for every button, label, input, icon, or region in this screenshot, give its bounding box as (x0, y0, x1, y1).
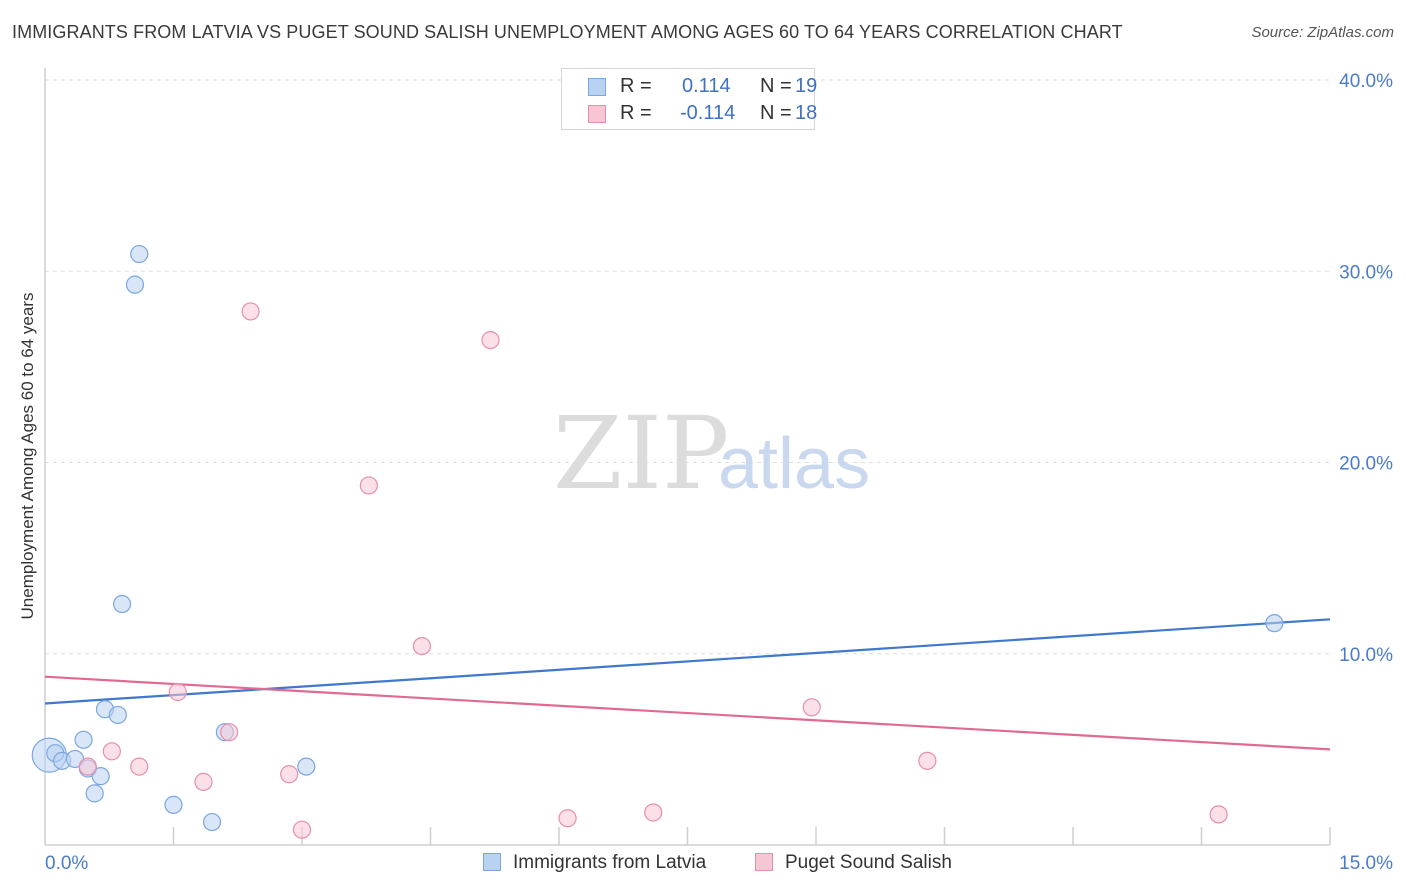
point-latvia (130, 244, 149, 264)
series-legend-salish: Puget Sound Salish (755, 852, 952, 874)
point-latvia (91, 767, 110, 786)
point-latvia (202, 812, 222, 832)
x-axis-ticks (172, 827, 1331, 845)
trend-line-salish (44, 675, 1331, 751)
chart-source: Source: ZipAtlas.com (1251, 24, 1394, 41)
point-salish (292, 820, 312, 839)
point-salish (280, 765, 299, 784)
trend-line-latvia (44, 618, 1331, 705)
data-points (31, 244, 1284, 839)
point-salish (102, 742, 121, 761)
point-latvia (297, 757, 316, 776)
legend-r-label: R = (620, 102, 652, 124)
legend-n-value: 19 (795, 75, 818, 97)
chart-title: IMMIGRANTS FROM LATVIA VS PUGET SOUND SA… (12, 22, 1123, 42)
point-salish (359, 476, 378, 495)
point-latvia (85, 784, 104, 803)
point-salish (918, 751, 937, 770)
point-latvia (74, 730, 93, 749)
legend-r-label: R = (620, 75, 652, 97)
point-salish (241, 302, 260, 321)
point-salish (220, 723, 239, 742)
y-tick-labels: 10.0% 20.0% 30.0% 40.0% (1339, 71, 1393, 666)
point-salish (1209, 805, 1228, 824)
x-tick-label-min: 0.0% (45, 853, 88, 874)
watermark-zip: ZIP (553, 395, 729, 512)
point-latvia (108, 705, 127, 725)
legend-n-value: 18 (795, 102, 818, 124)
point-salish (412, 636, 432, 656)
legend-n-label: N = (760, 102, 792, 124)
y-tick-label: 40.0% (1339, 71, 1393, 92)
gridlines (45, 79, 1330, 655)
y-tick-label: 10.0% (1339, 645, 1393, 666)
legend-swatch-salish (588, 105, 606, 123)
point-salish (130, 757, 149, 776)
point-salish (644, 803, 663, 822)
legend-r-value: -0.114 (680, 102, 736, 124)
point-salish (481, 331, 500, 350)
point-salish (558, 809, 577, 828)
watermark-atlas: atlas (718, 424, 870, 504)
watermark: ZIP atlas (553, 395, 870, 512)
x-tick-label-max: 15.0% (1339, 853, 1393, 874)
point-salish (802, 698, 821, 717)
legend-r-value: 0.114 (682, 75, 731, 97)
legend-swatch-latvia (588, 78, 606, 96)
series-legend-latvia: Immigrants from Latvia (483, 852, 706, 874)
point-salish (194, 772, 213, 791)
y-tick-label: 30.0% (1339, 262, 1393, 283)
y-tick-label: 20.0% (1339, 454, 1393, 475)
point-latvia (112, 594, 132, 614)
legend-n-label: N = (760, 75, 792, 97)
series-swatch-latvia (483, 853, 501, 871)
point-latvia (1265, 614, 1284, 633)
series-swatch-salish (755, 853, 773, 871)
point-latvia (125, 275, 145, 294)
correlation-legend: R = 0.114 N = 19 R = -0.114 N = 18 (561, 68, 818, 130)
trend-lines (44, 618, 1331, 751)
point-salish (168, 682, 187, 702)
series-name-salish: Puget Sound Salish (785, 852, 952, 873)
point-salish (78, 757, 97, 776)
point-latvia (164, 795, 183, 814)
series-name-latvia: Immigrants from Latvia (513, 852, 707, 873)
